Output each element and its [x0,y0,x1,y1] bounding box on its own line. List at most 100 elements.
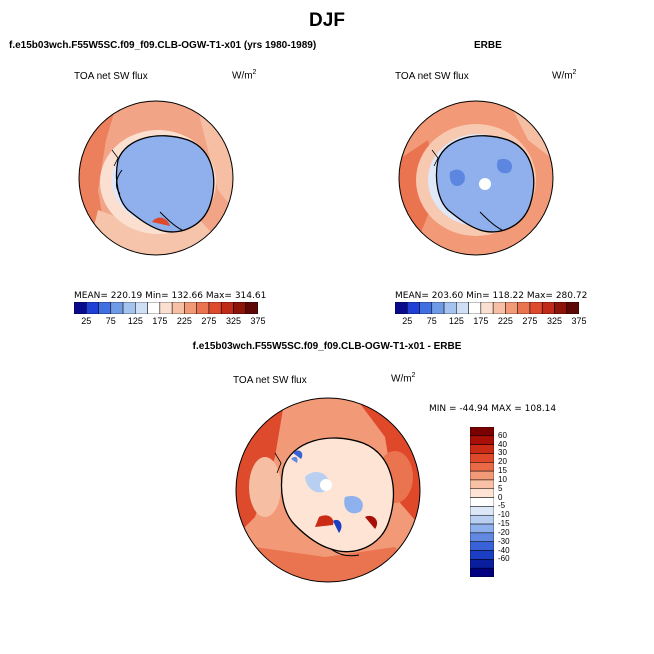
colorbar-tick-label: 15 [498,466,507,476]
colorbar-swatch [395,302,408,314]
model-panel-header: f.e15b03wch.F55W5SC.f09_f09.CLB-OGW-T1-x… [9,40,317,51]
model-variable-label: TOA net SW flux [74,71,148,82]
colorbar-swatch [470,550,494,560]
colorbar-tick-label: 275 [522,316,538,326]
colorbar-swatch [220,302,234,314]
colorbar-tick-label: -30 [498,536,510,546]
colorbar-swatch [470,462,494,472]
colorbar-tick-label: -15 [498,519,510,529]
colorbar-tick-label: 75 [426,316,437,326]
colorbar-swatch [541,302,555,314]
colorbar-tick-label: 325 [546,316,562,326]
colorbar-tick-label: 60 [498,430,507,440]
model-stats: MEAN= 220.19 Min= 132.66 Max= 314.61 [74,291,267,301]
colorbar-tick-label: 125 [448,316,464,326]
figure-title: DJF [309,10,345,31]
colorbar-tick-label: 75 [105,316,116,326]
colorbar-swatch [407,302,420,314]
colorbar-tick-label: 0 [498,492,503,502]
colorbar-swatch [566,302,579,314]
model-colorbar [74,302,258,314]
colorbar-swatch [505,302,518,314]
colorbar-swatch [184,302,197,314]
colorbar-swatch [468,302,482,314]
colorbar-swatch [470,523,494,534]
colorbar-tick-label: 25 [402,316,413,326]
colorbar-tick-label: 20 [498,457,507,467]
colorbar-swatch [110,302,124,314]
colorbar-swatch [171,302,185,314]
colorbar-tick-label: -5 [498,501,506,511]
colorbar-tick-label: 25 [81,316,92,326]
model-units-label: W/m2 [232,69,257,82]
diff-min-max: MIN = -44.94 MAX = 108.14 [429,404,557,414]
model-polar-map [78,100,234,256]
colorbar-swatch [470,514,494,525]
colorbar-swatch [74,302,87,314]
obs-units-label: W/m2 [552,69,577,82]
colorbar-swatch [86,302,99,314]
colorbar-swatch [456,302,469,314]
colorbar-swatch [554,302,567,314]
colorbar-tick-label: 40 [498,439,507,449]
obs-polar-map [398,100,554,256]
colorbar-swatch [419,302,433,314]
colorbar-swatch [470,488,494,498]
colorbar-tick-label: -20 [498,527,510,537]
colorbar-tick-label: 5 [498,483,503,493]
colorbar-tick-label: 10 [498,474,507,484]
obs-colorbar [395,302,579,314]
colorbar-swatch [443,302,457,314]
colorbar-tick-label: 125 [127,316,143,326]
colorbar-swatch [470,427,494,437]
colorbar-swatch [470,453,494,463]
colorbar-swatch [470,435,494,445]
colorbar-tick-label: 225 [176,316,192,326]
colorbar-tick-label: 30 [498,448,507,458]
colorbar-swatch [233,302,246,314]
colorbar-swatch [480,302,494,314]
colorbar-tick-label: 175 [152,316,168,326]
colorbar-swatch [470,541,494,551]
colorbar-tick-label: 225 [497,316,513,326]
colorbar-swatch [470,479,494,490]
colorbar-swatch [122,302,136,314]
colorbar-tick-label: 275 [201,316,217,326]
diff-panel-header: f.e15b03wch.F55W5SC.f09_f09.CLB-OGW-T1-x… [192,341,462,352]
colorbar-swatch [529,302,543,314]
colorbar-swatch [470,532,494,542]
colorbar-swatch [470,497,494,507]
colorbar-tick-label: 175 [473,316,489,326]
colorbar-tick-label: 375 [571,316,587,326]
diff-colorbar [470,427,494,577]
colorbar-swatch [470,470,494,481]
colorbar-swatch [470,559,494,569]
colorbar-swatch [517,302,531,314]
colorbar-tick-label: -40 [498,545,510,555]
colorbar-swatch [470,567,494,577]
obs-stats: MEAN= 203.60 Min= 118.22 Max= 280.72 [395,291,588,301]
colorbar-swatch [159,302,173,314]
diff-units-label: W/m2 [391,372,416,385]
colorbar-swatch [492,302,506,314]
colorbar-swatch [245,302,258,314]
model-colorbar-labels: 25 75 125 175 225 275 325 375 [74,316,265,328]
colorbar-swatch [135,302,148,314]
colorbar-swatch [98,302,112,314]
diff-colorbar-labels: 60 40 30 20 15 10 5 0 -5 -10 -15 -20 -30 -40 -60 [498,427,528,577]
colorbar-swatch [208,302,222,314]
obs-panel-header: ERBE [474,40,502,51]
colorbar-tick-label: -60 [498,554,510,564]
colorbar-swatch [470,444,494,454]
colorbar-swatch [196,302,210,314]
obs-variable-label: TOA net SW flux [395,71,469,82]
colorbar-swatch [470,506,494,516]
colorbar-tick-label: 375 [250,316,266,326]
diff-variable-label: TOA net SW flux [233,375,307,386]
colorbar-swatch [147,302,161,314]
diff-polar-map [235,397,421,583]
colorbar-tick-label: 325 [225,316,241,326]
colorbar-swatch [431,302,445,314]
obs-colorbar-labels: 25 75 125 175 225 275 325 375 [395,316,586,328]
colorbar-tick-label: -10 [498,510,510,520]
